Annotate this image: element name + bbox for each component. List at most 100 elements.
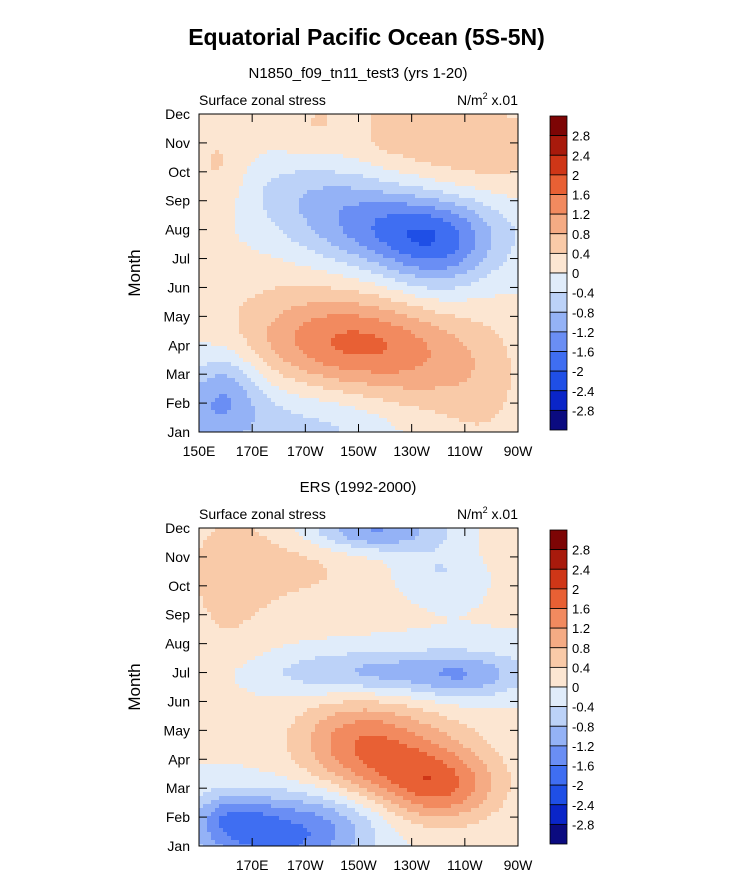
contour-cell xyxy=(283,206,288,211)
contour-cell xyxy=(231,198,236,203)
contour-cell xyxy=(215,278,220,283)
contour-cell xyxy=(287,346,292,351)
contour-cell xyxy=(399,214,404,219)
contour-cell xyxy=(363,154,368,159)
contour-cell xyxy=(467,146,472,151)
contour-cell xyxy=(355,226,360,231)
contour-cell xyxy=(459,246,464,251)
contour-cell xyxy=(451,238,456,243)
contour-cell xyxy=(459,130,464,135)
contour-cell xyxy=(355,322,360,327)
contour-cell xyxy=(319,358,324,363)
contour-cell xyxy=(423,338,428,343)
contour-cell xyxy=(371,274,376,279)
contour-cell xyxy=(463,154,468,159)
contour-cell xyxy=(319,210,324,215)
contour-cell xyxy=(383,154,388,159)
contour-cell xyxy=(391,322,396,327)
contour-cell xyxy=(499,330,504,335)
contour-cell xyxy=(259,262,264,267)
contour-cell xyxy=(223,294,228,299)
contour-cell xyxy=(347,130,352,135)
contour-cell xyxy=(311,142,316,147)
contour-cell xyxy=(431,190,436,195)
contour-cell xyxy=(307,158,312,163)
contour-cell xyxy=(351,210,356,215)
contour-cell xyxy=(479,286,484,291)
contour-cell xyxy=(367,306,372,311)
contour-cell xyxy=(323,346,328,351)
contour-cell xyxy=(431,138,436,143)
contour-cell xyxy=(431,234,436,239)
contour-cell xyxy=(259,350,264,355)
contour-cell xyxy=(427,198,432,203)
contour-cell xyxy=(403,234,408,239)
contour-cell xyxy=(415,342,420,347)
contour-cell xyxy=(503,286,508,291)
contour-cell xyxy=(443,322,448,327)
contour-cell xyxy=(319,150,324,155)
contour-cell xyxy=(367,130,372,135)
contour-cell xyxy=(247,290,252,295)
contour-cell xyxy=(503,254,508,259)
contour-cell xyxy=(423,294,428,299)
contour-cell xyxy=(487,162,492,167)
contour-cell xyxy=(447,266,452,271)
contour-cell xyxy=(403,306,408,311)
contour-cell xyxy=(447,314,452,319)
contour-cell xyxy=(375,158,380,163)
contour-cell xyxy=(307,114,312,119)
contour-cell xyxy=(271,306,276,311)
contour-cell xyxy=(455,250,460,255)
contour-cell xyxy=(343,318,348,323)
contour-cell xyxy=(299,234,304,239)
contour-cell xyxy=(487,194,492,199)
contour-cell xyxy=(419,114,424,119)
contour-cell xyxy=(319,346,324,351)
contour-cell xyxy=(375,358,380,363)
contour-cell xyxy=(343,122,348,127)
contour-cell xyxy=(323,298,328,303)
contour-cell xyxy=(395,234,400,239)
contour-cell xyxy=(407,162,412,167)
contour-cell xyxy=(435,330,440,335)
contour-cell xyxy=(339,330,344,335)
contour-cell xyxy=(199,354,204,359)
contour-cell xyxy=(291,230,296,235)
contour-cell xyxy=(343,198,348,203)
contour-cell xyxy=(275,158,280,163)
contour-cell xyxy=(231,146,236,151)
contour-cell xyxy=(507,122,512,127)
contour-cell xyxy=(327,130,332,135)
contour-cell xyxy=(307,174,312,179)
contour-cell xyxy=(227,358,232,363)
contour-cell xyxy=(211,118,216,123)
contour-cell xyxy=(359,342,364,347)
contour-cell xyxy=(255,258,260,263)
contour-cell xyxy=(331,170,336,175)
contour-cell xyxy=(219,342,224,347)
contour-cell xyxy=(407,206,412,211)
contour-cell xyxy=(503,258,508,263)
contour-cell xyxy=(475,242,480,247)
contour-cell xyxy=(415,338,420,343)
contour-cell xyxy=(423,222,428,227)
contour-cell xyxy=(263,242,268,247)
contour-cell xyxy=(231,194,236,199)
contour-cell xyxy=(323,254,328,259)
contour-cell xyxy=(479,302,484,307)
contour-cell xyxy=(279,350,284,355)
contour-cell xyxy=(363,150,368,155)
contour-cell xyxy=(227,350,232,355)
contour-cell xyxy=(247,114,252,119)
contour-cell xyxy=(487,270,492,275)
contour-cell xyxy=(411,218,416,223)
contour-cell xyxy=(423,234,428,239)
contour-cell xyxy=(243,206,248,211)
contour-cell xyxy=(271,122,276,127)
contour-cell xyxy=(331,282,336,287)
contour-cell xyxy=(395,318,400,323)
contour-cell xyxy=(211,230,216,235)
contour-cell xyxy=(351,114,356,119)
